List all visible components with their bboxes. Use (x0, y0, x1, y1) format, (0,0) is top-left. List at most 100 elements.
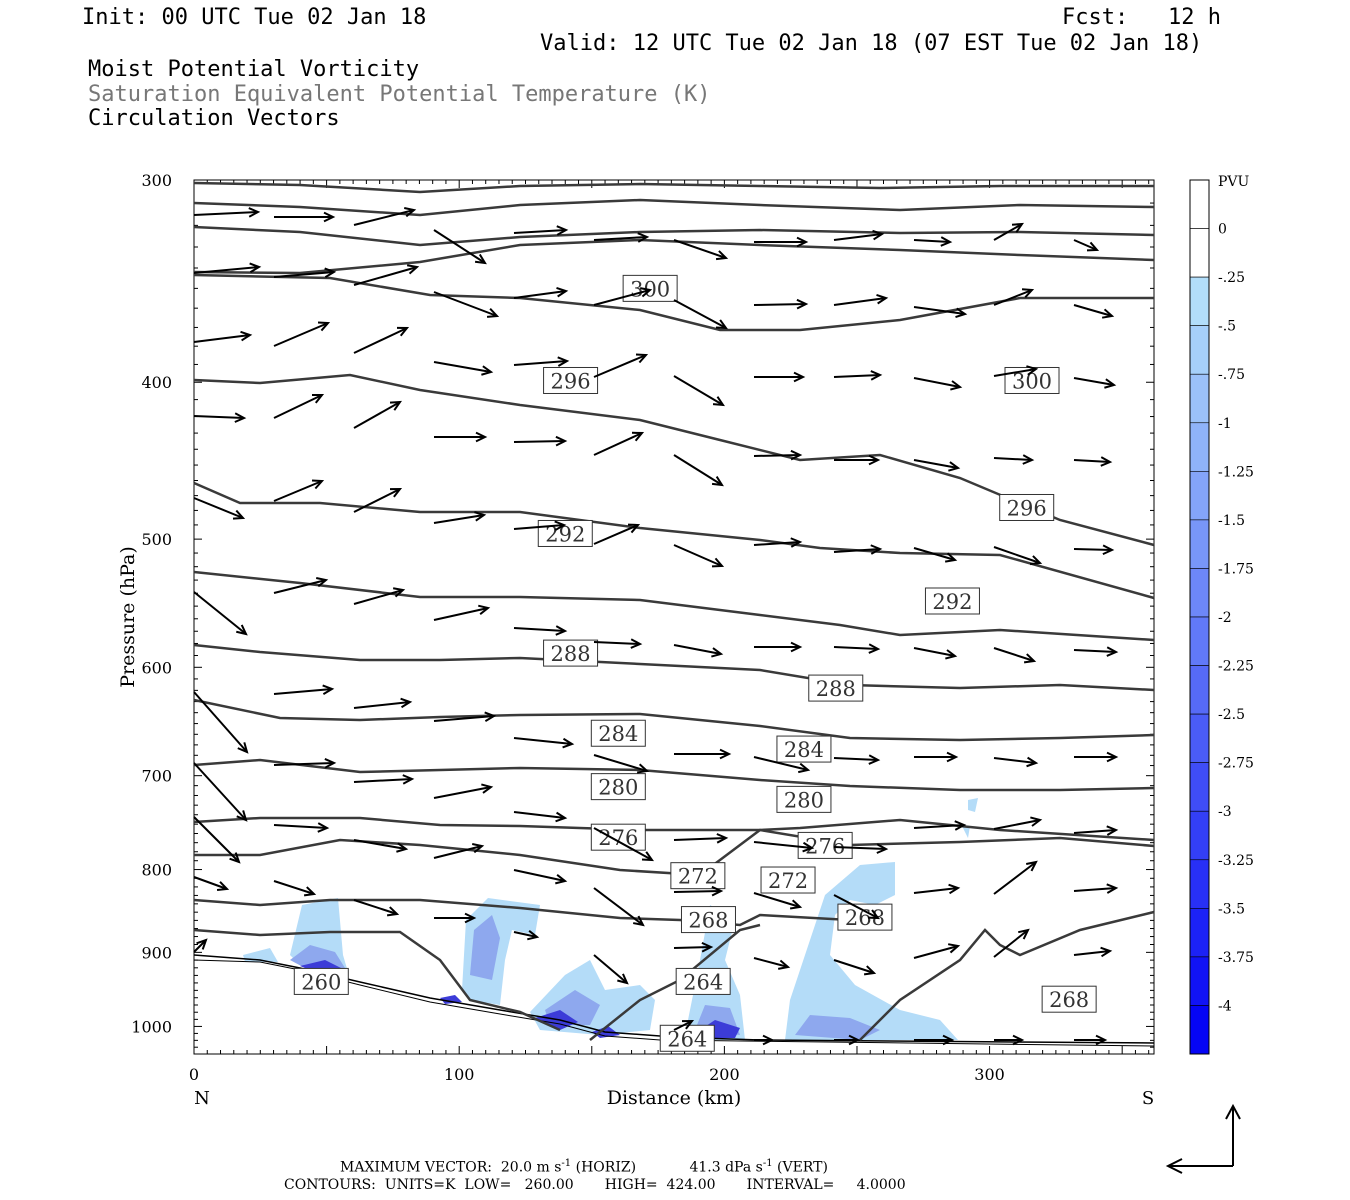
circulation-vector (913, 883, 961, 895)
vector-head (796, 298, 809, 310)
vector-head (555, 625, 568, 636)
theta-es-contour (193, 816, 1155, 848)
vector-head (316, 576, 329, 588)
vector-head (711, 647, 724, 658)
circulation-vector (1074, 751, 1119, 763)
circulation-vector (913, 547, 958, 563)
vector-head (1106, 751, 1119, 763)
vector-shaft (353, 209, 415, 226)
theta-es-contour (193, 198, 1155, 217)
vector-head (868, 643, 881, 654)
contour-label-box (670, 862, 726, 890)
circulation-vector (673, 941, 714, 953)
vector-head (632, 915, 645, 927)
contour-label-box (760, 866, 816, 894)
south-label: S (1142, 1088, 1154, 1109)
vector-head (1086, 241, 1100, 252)
vector-shaft (673, 946, 712, 949)
circulation-vector (193, 691, 249, 754)
vector-shaft (673, 299, 727, 329)
circulation-vector (193, 330, 253, 343)
vector-shaft (273, 579, 327, 594)
vector-head (322, 684, 335, 695)
circulation-vector (914, 751, 959, 763)
footer-horiz-label: (HORIZ) (575, 1159, 637, 1176)
vector-shaft (353, 899, 398, 915)
vector-shaft (513, 360, 568, 366)
vector-head (400, 697, 413, 709)
vector-head (392, 587, 406, 598)
circulation-vector (593, 954, 629, 985)
vector-shaft (193, 497, 244, 519)
vector-shaft (193, 334, 251, 343)
vector-head (870, 370, 883, 381)
vector-shaft (273, 824, 328, 829)
circulation-vector (833, 229, 885, 241)
vector-shaft (753, 756, 809, 771)
vector-shaft (673, 837, 727, 841)
vector-head (472, 842, 485, 854)
vector-head (876, 293, 889, 305)
vector-head (627, 523, 641, 534)
colorbar-frame (1189, 179, 1210, 1055)
vector-head (486, 308, 500, 318)
vector-shaft (753, 957, 789, 968)
footer-contours: CONTOURS: UNITS=K LOW= 260.00 HIGH= 424.… (284, 1177, 906, 1193)
circulation-vector (433, 361, 494, 376)
circulation-vector (673, 375, 725, 407)
vector-head (481, 365, 494, 376)
circulation-vector (834, 1034, 861, 1046)
contour-label: 268 (1049, 988, 1089, 1012)
vector-head (701, 941, 714, 953)
vector-head (641, 851, 655, 862)
vector-head (396, 326, 410, 337)
vector-head (556, 286, 569, 298)
vector-head (555, 435, 568, 447)
circulation-vector (993, 222, 1024, 241)
vector-shaft (1073, 459, 1111, 463)
mpv-shading (962, 826, 970, 838)
vector-head (630, 638, 643, 649)
circulation-vector (433, 291, 500, 318)
vector-shaft (993, 546, 1041, 564)
vector-head (311, 393, 325, 404)
vector-head (719, 748, 732, 760)
colorbar-band (1189, 616, 1210, 666)
contour-label: 260 (301, 970, 341, 994)
vector-shaft (913, 945, 959, 959)
vector-shaft (593, 289, 651, 306)
vector-shaft (913, 547, 956, 561)
vector-shaft (433, 786, 492, 799)
vector-head (945, 649, 958, 660)
vector-shaft (353, 778, 413, 783)
field-title-thetaes: Saturation Equivalent Potential Temperat… (88, 82, 711, 107)
vector-shaft (913, 459, 959, 469)
theta-es-contour (193, 643, 1155, 692)
contour-label: 280 (598, 776, 638, 800)
contour-label: 280 (784, 788, 824, 812)
circulation-vector (353, 839, 409, 853)
vector-shaft (913, 239, 951, 243)
vector-head (868, 754, 881, 765)
vector-shaft (833, 757, 879, 761)
vector-shaft (833, 233, 883, 241)
contour-label: 288 (816, 677, 856, 701)
vector-shaft (993, 861, 1037, 895)
contour-label-box (590, 823, 646, 851)
circulation-vector (833, 959, 877, 976)
circulation-vector (193, 207, 261, 218)
colorbar-label: -4 (1218, 998, 1232, 1014)
init-time: Init: 00 UTC Tue 02 Jan 18 (82, 5, 427, 30)
circulation-vector (1073, 646, 1119, 657)
valid-time: Valid: 12 UTC Tue 02 Jan 18 (07 EST Tue … (540, 31, 1203, 56)
footer-exp-vert: -1 (762, 1158, 773, 1169)
vector-head (876, 843, 889, 854)
vector-head (216, 881, 230, 892)
colorbar-band (1189, 810, 1210, 861)
contour-label-box (293, 967, 349, 995)
vector-head (527, 930, 540, 941)
vector-shaft (593, 641, 641, 645)
vector-shaft (673, 644, 722, 655)
circulation-vector (673, 454, 724, 487)
